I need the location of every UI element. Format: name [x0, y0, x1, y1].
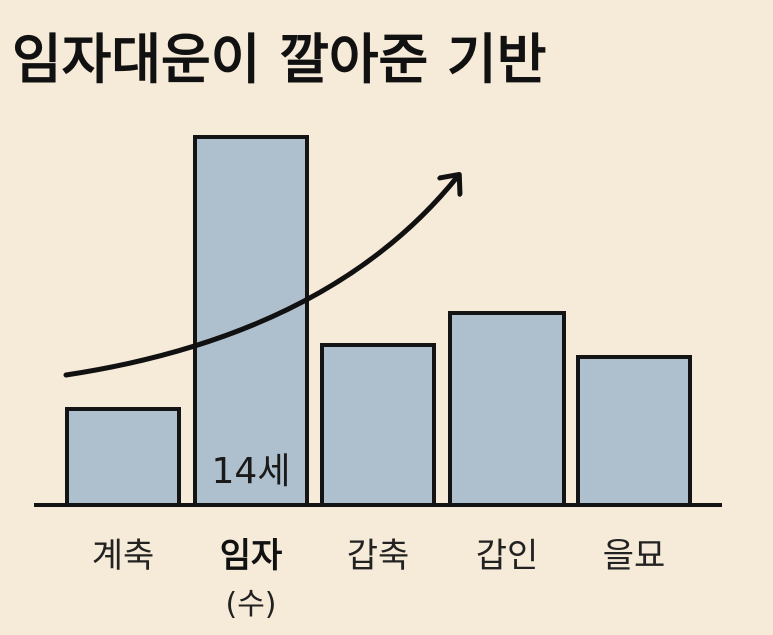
- bar-2: [193, 135, 309, 507]
- bar-5: [576, 355, 692, 507]
- bar-1: [65, 407, 181, 507]
- x-tick-label: 갑축: [347, 536, 410, 576]
- x-tick-label: 임자: [220, 536, 283, 576]
- bar-3: [320, 343, 436, 507]
- trend-arrow: [63, 176, 458, 378]
- bars-group: [65, 135, 692, 507]
- bar-annotation-label: 14세: [212, 451, 291, 492]
- x-tick-label: 계축: [92, 536, 155, 576]
- bar-4: [448, 311, 566, 507]
- chart-title: 임자대운이 깔아준 기반: [12, 28, 546, 91]
- x-tick-label: 갑인: [476, 536, 539, 576]
- x-tick-sublabel: (수): [225, 587, 276, 622]
- x-tick-label: 을묘: [603, 536, 666, 576]
- x-tick-labels: 계축 임자 (수) 갑축 갑인 을묘: [92, 536, 666, 622]
